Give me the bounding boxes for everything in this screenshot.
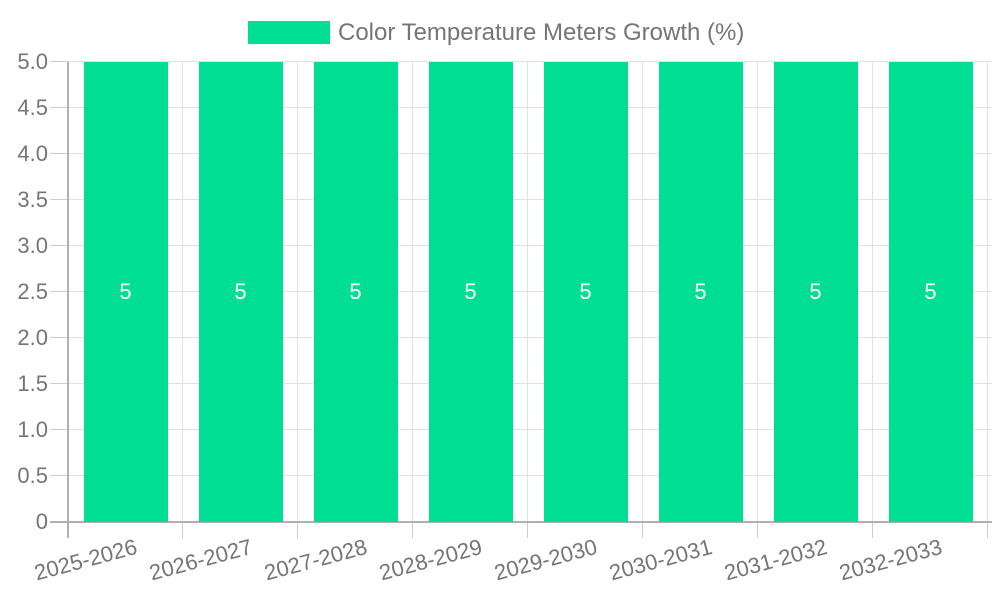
y-axis-tick — [50, 153, 68, 154]
y-axis-tick-label: 1.0 — [17, 417, 48, 442]
gridline-horizontal — [68, 429, 992, 430]
y-axis-tick — [50, 245, 68, 246]
legend-swatch — [248, 21, 330, 44]
legend-item[interactable]: Color Temperature Meters Growth (%) — [248, 19, 744, 46]
x-axis-tick — [297, 522, 298, 538]
x-axis-tick — [872, 522, 873, 538]
bar[interactable] — [888, 62, 973, 522]
y-axis-tick-label: 0.5 — [17, 463, 48, 488]
x-axis-tick-label: 2030-2031 — [606, 534, 715, 586]
y-axis-tick — [50, 429, 68, 430]
gridline-vertical — [872, 62, 873, 522]
bar[interactable] — [543, 62, 628, 522]
gridline-vertical — [182, 62, 183, 522]
bar-value-label: 5 — [349, 279, 362, 304]
gridline-vertical — [757, 62, 758, 522]
gridline-horizontal — [68, 245, 992, 246]
bar[interactable] — [198, 62, 283, 522]
bar[interactable] — [313, 62, 398, 522]
bar-value-label: 5 — [119, 279, 132, 304]
gridline-horizontal — [68, 199, 992, 200]
y-axis-tick-label: 0 — [35, 509, 48, 534]
gridline-horizontal — [68, 383, 992, 384]
y-axis-tick — [50, 61, 68, 62]
gridline-vertical — [527, 62, 528, 522]
x-axis-tick — [757, 522, 758, 538]
x-axis-tick — [527, 522, 528, 538]
gridline-vertical — [297, 62, 298, 522]
gridline-horizontal — [68, 337, 992, 338]
y-axis-tick — [50, 291, 68, 292]
gridline-horizontal — [68, 291, 992, 292]
x-axis-tick-label: 2028-2029 — [376, 534, 485, 586]
y-axis-tick-label: 2.5 — [17, 279, 48, 304]
y-axis-line — [67, 62, 69, 538]
gridline-horizontal — [68, 475, 992, 476]
bar-value-label: 5 — [809, 279, 822, 304]
bar[interactable] — [83, 62, 168, 522]
x-axis-tick-label: 2026-2027 — [146, 534, 255, 586]
bar-value-label: 5 — [694, 279, 707, 304]
gridline-horizontal — [68, 61, 992, 62]
x-axis-tick — [642, 522, 643, 538]
y-axis-tick-label: 1.5 — [17, 371, 48, 396]
bar-value-label: 5 — [464, 279, 477, 304]
x-axis-tick-label: 2027-2028 — [261, 534, 370, 586]
bar-value-label: 5 — [579, 279, 592, 304]
gridline-horizontal — [68, 153, 992, 154]
y-axis-tick-label: 4.0 — [17, 141, 48, 166]
y-axis-tick-label: 3.5 — [17, 187, 48, 212]
y-axis-tick-label: 2.0 — [17, 325, 48, 350]
bar[interactable] — [428, 62, 513, 522]
x-axis-tick-label: 2032-2033 — [836, 534, 945, 586]
y-axis-tick — [50, 383, 68, 384]
bar-value-label: 5 — [234, 279, 247, 304]
x-axis-tick — [182, 522, 183, 538]
legend-label: Color Temperature Meters Growth (%) — [338, 19, 745, 46]
gridline-vertical — [412, 62, 413, 522]
x-axis-tick — [987, 522, 988, 538]
x-axis-tick — [412, 522, 413, 538]
y-axis-tick — [50, 199, 68, 200]
y-axis-tick-label: 4.5 — [17, 95, 48, 120]
bar[interactable] — [658, 62, 743, 522]
y-axis-tick-label: 3.0 — [17, 233, 48, 258]
gridline-horizontal — [68, 107, 992, 108]
x-axis-tick-label: 2029-2030 — [491, 534, 600, 586]
gridline-vertical — [987, 62, 988, 522]
gridline-vertical — [642, 62, 643, 522]
y-axis-tick — [50, 337, 68, 338]
bar[interactable] — [773, 62, 858, 522]
y-axis-tick — [50, 107, 68, 108]
x-axis-tick-label: 2031-2032 — [721, 534, 830, 586]
x-axis-tick-label: 2025-2026 — [31, 534, 140, 586]
y-axis-tick — [50, 475, 68, 476]
y-axis-tick-label: 5.0 — [17, 49, 48, 74]
bar-value-label: 5 — [924, 279, 937, 304]
x-axis-line — [50, 521, 992, 523]
